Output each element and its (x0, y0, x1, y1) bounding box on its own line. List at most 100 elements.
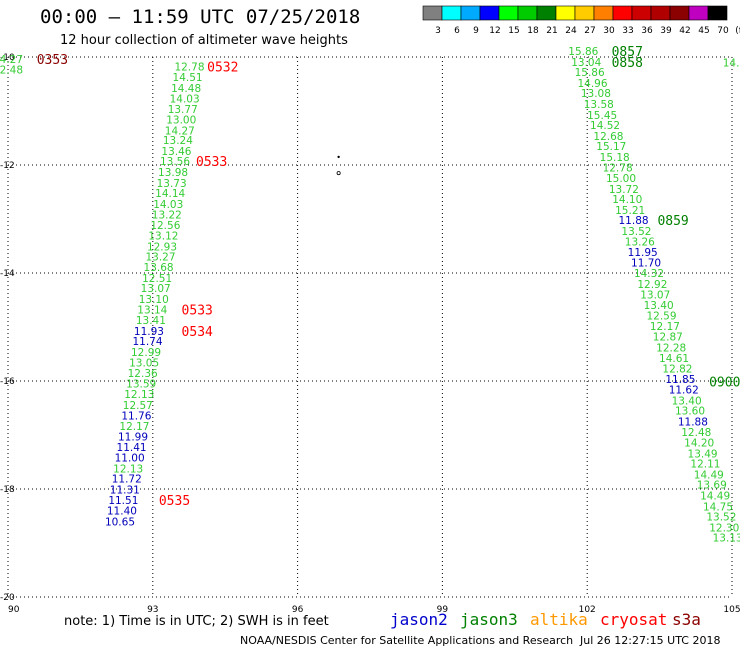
color-swatch (479, 5, 500, 21)
color-scale-label: 6 (454, 26, 460, 36)
wave-height-value: 12.13 (113, 463, 143, 475)
wave-height-value: 11.88 (678, 417, 708, 429)
wave-height-value: 11.41 (117, 442, 147, 454)
y-tick-label: -16 (0, 377, 15, 387)
wave-height-value: 12.78 (603, 163, 633, 175)
wave-height-value: 12.82 (662, 364, 692, 376)
wave-height-value: 14.10 (612, 194, 642, 206)
wave-height-value: 13.77 (168, 104, 198, 116)
color-scale-label: 27 (584, 26, 595, 36)
wave-height-value: 12.28 (656, 343, 686, 355)
wave-height-value: 13.04 (571, 57, 601, 69)
wave-height-value: 13.68 (144, 262, 174, 274)
color-scale-label: 33 (622, 26, 633, 36)
pass-time-label: 0535 (159, 494, 190, 509)
legend-note: note: 1) Time is in UTC; 2) SWH is in fe… (64, 614, 329, 629)
wave-height-value: 15.21 (615, 205, 645, 217)
color-swatch (498, 5, 519, 21)
wave-height-value: 12.11 (690, 459, 720, 471)
color-swatch (441, 5, 462, 21)
wave-height-value: 12.48 (0, 64, 23, 76)
pass-time-label: 0858 (612, 56, 643, 71)
wave-height-value: 14.49 (700, 490, 730, 502)
color-swatch (650, 5, 671, 21)
wave-height-value: 14.27 (0, 54, 23, 66)
wave-height-value: 14.61 (659, 353, 689, 365)
wave-height-value: 11.51 (108, 495, 138, 507)
wave-height-value: 13.12 (148, 231, 178, 243)
legend-mission-altika: altika (530, 610, 588, 629)
wave-height-value: 13.52 (621, 226, 651, 238)
color-swatch (422, 5, 443, 21)
wave-height-value: 15.86 (568, 46, 598, 58)
pass-time-label: 0532 (207, 61, 238, 76)
wave-height-value: 12.51 (142, 273, 172, 285)
wave-height-value: 13.24 (163, 135, 193, 147)
wave-height-value: 13.22 (152, 210, 182, 222)
wave-height-value: 15.18 (600, 152, 630, 164)
footer-timestamp: Jul 26 12:27:15 UTC 2018 (579, 634, 720, 647)
wave-height-value: 13.40 (644, 300, 674, 312)
wave-height-value: 12.30 (709, 522, 739, 534)
wave-height-value: 12.99 (131, 347, 161, 359)
color-scale-label: 15 (508, 26, 519, 36)
wave-height-value: 14.52 (590, 120, 620, 132)
y-tick-label: -10 (0, 53, 15, 63)
x-tick-label: 96 (292, 605, 304, 615)
x-tick-label: 99 (437, 605, 449, 615)
wave-height-value: 11.93 (134, 326, 164, 338)
color-swatch (707, 5, 728, 21)
color-swatch (574, 5, 595, 21)
wave-height-value: 14.51 (173, 72, 203, 84)
wave-height-value: 12.59 (646, 311, 676, 323)
color-scale-label: 3 (435, 26, 441, 36)
x-tick-label: 90 (8, 605, 20, 615)
wave-height-value: 13.26 (625, 237, 655, 249)
color-scale-label: 21 (546, 26, 557, 36)
wave-height-value: 14.20 (684, 438, 714, 450)
wave-height-value: 13.40 (672, 395, 702, 407)
wave-height-value: 11.31 (110, 485, 140, 497)
pass-time-label: 0900 (709, 376, 740, 391)
wave-height-value: 12.17 (650, 321, 680, 333)
wave-height-value: 14.8 (723, 57, 740, 69)
island-marker (336, 171, 341, 176)
color-scale-label: 12 (489, 26, 500, 36)
pass-time-label: 0859 (657, 214, 688, 229)
wave-height-value: 13.58 (584, 99, 614, 111)
wave-height-value: 11.95 (628, 247, 658, 259)
wave-height-value: 13.08 (581, 88, 611, 100)
wave-height-value: 13.46 (161, 146, 191, 158)
wave-height-value: 14.75 (703, 501, 733, 513)
wave-height-value: 12.36 (128, 368, 158, 380)
color-scale-label: 70 (717, 26, 729, 36)
color-scale-label: (ft) (735, 26, 740, 36)
axis-tick-labels: 90 93 96 99 102 105 -10 -12 -14 -16 -18 -20 (0, 53, 740, 615)
y-tick-label: -18 (0, 485, 15, 495)
wave-height-value: 12.13 (124, 389, 154, 401)
wave-height-value: 11.00 (115, 453, 145, 465)
wave-height-value: 12.57 (123, 400, 153, 412)
wave-height-value: 12.17 (119, 421, 149, 433)
wave-height-value: 12.48 (681, 427, 711, 439)
wave-height-value: 15.00 (606, 173, 636, 185)
wave-height-value: 14.03 (170, 94, 200, 106)
wave-height-value: 11.74 (132, 336, 162, 348)
color-swatch (631, 5, 652, 21)
y-tick-label: -14 (0, 269, 15, 279)
color-swatch (688, 5, 709, 21)
wave-height-value: 13.41 (136, 315, 166, 327)
legend-mission-cryosat: cryosat (600, 610, 667, 629)
color-swatch (555, 5, 576, 21)
wave-height-value: 12.93 (147, 242, 177, 254)
wave-height-value: 13.69 (697, 480, 727, 492)
wave-height-value: 13.10 (139, 294, 169, 306)
wave-height-value: 13.49 (688, 448, 718, 460)
wave-height-value: 13.98 (158, 167, 188, 179)
color-swatch (612, 5, 633, 21)
wave-height-value: 13.56 (160, 156, 190, 168)
wave-height-value: 13.59 (126, 379, 156, 391)
footer-credit: NOAA/NESDIS Center for Satellite Applica… (240, 634, 573, 647)
